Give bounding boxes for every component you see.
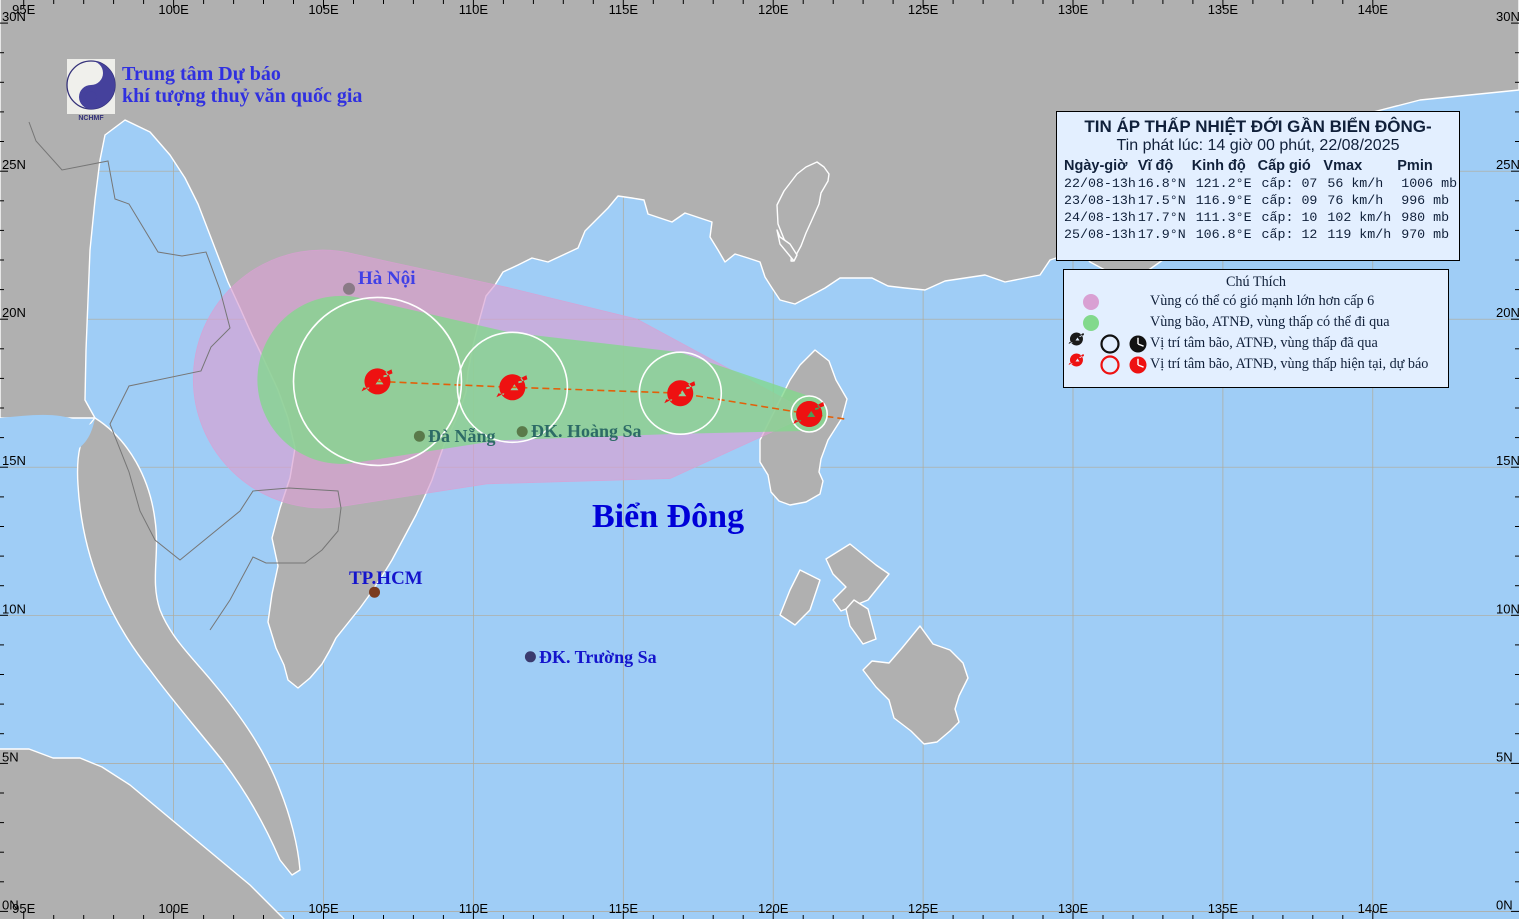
svg-text:0N: 0N [1496, 897, 1513, 912]
svg-text:ĐK. Hoàng Sa: ĐK. Hoàng Sa [531, 421, 642, 441]
svg-text:15N: 15N [2, 453, 26, 468]
svg-text:30N: 30N [1496, 9, 1519, 24]
svg-text:140E: 140E [1358, 2, 1389, 17]
svg-text:115E: 115E [609, 901, 639, 916]
svg-text:125E: 125E [908, 901, 939, 916]
svg-text:120E: 120E [758, 901, 789, 916]
svg-text:25N: 25N [2, 157, 26, 172]
svg-text:Hà Nội: Hà Nội [358, 268, 416, 289]
svg-text:NCHMF: NCHMF [78, 115, 104, 122]
svg-text:30N: 30N [2, 9, 26, 24]
svg-text:khí tượng thuỷ văn quốc gia: khí tượng thuỷ văn quốc gia [122, 85, 362, 107]
svg-text:135E: 135E [1208, 901, 1239, 916]
svg-text:10N: 10N [2, 601, 26, 616]
svg-text:5N: 5N [1496, 749, 1513, 764]
svg-text:100E: 100E [158, 901, 189, 916]
svg-text:25N: 25N [1496, 157, 1519, 172]
svg-text:20N: 20N [2, 305, 26, 320]
svg-text:15N: 15N [1496, 453, 1519, 468]
svg-text:ĐK. Trường Sa: ĐK. Trường Sa [539, 647, 657, 667]
svg-text:Trung tâm Dự báo: Trung tâm Dự báo [122, 63, 281, 85]
svg-text:140E: 140E [1358, 901, 1389, 916]
svg-text:10N: 10N [1496, 601, 1519, 616]
svg-text:TP.HCM: TP.HCM [349, 568, 423, 589]
svg-text:125E: 125E [908, 2, 939, 17]
svg-text:Biển Đông: Biển Đông [592, 498, 744, 535]
svg-text:100E: 100E [158, 2, 189, 17]
svg-text:Đà Nẵng: Đà Nẵng [428, 426, 496, 446]
svg-text:0N: 0N [2, 897, 19, 912]
svg-text:120E: 120E [758, 2, 789, 17]
svg-text:130E: 130E [1058, 2, 1089, 17]
svg-text:5N: 5N [2, 749, 19, 764]
svg-text:105E: 105E [308, 901, 339, 916]
svg-text:135E: 135E [1208, 2, 1239, 17]
svg-text:105E: 105E [308, 2, 339, 17]
svg-text:110E: 110E [459, 901, 489, 916]
svg-text:20N: 20N [1496, 305, 1519, 320]
svg-text:130E: 130E [1058, 901, 1089, 916]
svg-text:110E: 110E [459, 2, 489, 17]
svg-text:115E: 115E [609, 2, 639, 17]
